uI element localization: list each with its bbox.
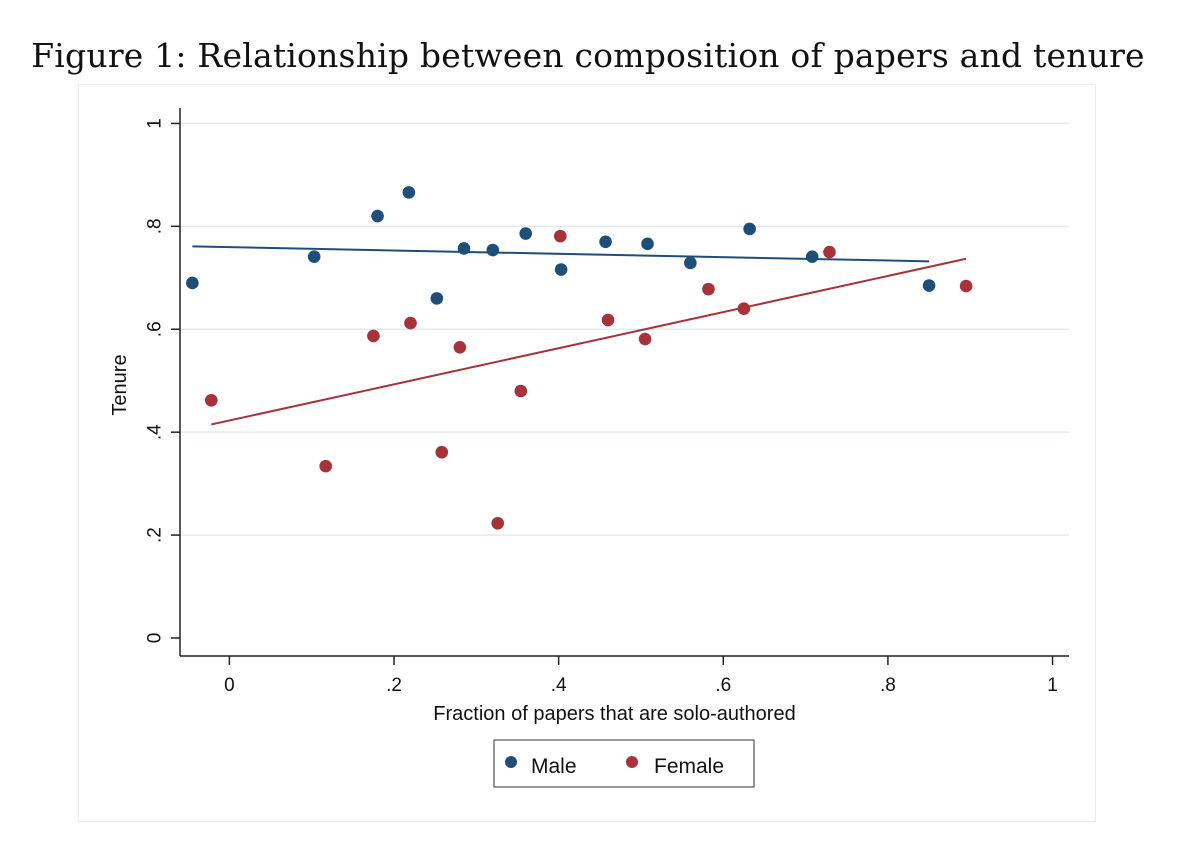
female-point-4 [435,445,449,459]
male-point-1 [307,250,321,264]
female-point-3 [404,316,417,330]
legend-male-marker [505,756,517,768]
female-point-2 [367,329,380,343]
female-point-1 [319,459,332,473]
female-fit-line [211,257,967,426]
data-points [186,186,973,530]
male-point-14 [922,279,936,292]
female-point-7 [514,384,528,398]
x-tick-label-5: 1 [1047,675,1058,696]
female-point-13 [823,245,836,259]
y-tick-label-4: .8 [145,218,166,234]
male-point-3 [402,186,416,199]
male-point-12 [743,222,756,236]
legend-box [493,739,755,788]
legend-male-label: Male [531,755,577,778]
female-point-12 [737,302,751,315]
female-point-8 [553,229,567,243]
male-point-0 [186,276,199,290]
female-point-10 [638,332,652,346]
axes: 0 .2 .4 .6 .8 1 0 .2 .4 .6 .8 1 [145,108,1069,696]
female-point-0 [204,393,218,407]
x-tick-label-2: .4 [551,675,567,696]
fit-lines [192,245,967,426]
y-axis-title: Tenure [109,354,131,415]
y-tick-label-5: 1 [145,118,166,129]
plot-frame [78,84,1096,822]
legend-female-label: Female [654,755,724,778]
y-tick-label-0: 0 [145,633,166,644]
female-point-11 [702,282,715,296]
female-point-14 [959,279,973,293]
male-fit-line [192,245,930,263]
legend-female-marker [626,756,638,768]
male-point-13 [805,250,819,264]
legend: Male Female [493,739,755,788]
male-point-10 [641,237,654,251]
x-tick-label-4: .8 [880,675,896,696]
x-tick-label-1: .2 [386,675,402,696]
male-point-5 [457,242,471,255]
male-point-4 [430,292,444,305]
y-tick-label-3: .6 [145,321,166,337]
female-point-6 [491,516,505,530]
male-point-11 [684,256,697,270]
female-point-9 [601,313,615,327]
male-point-7 [519,227,533,240]
y-tick-label-2: .4 [145,424,166,440]
figure-title: Figure 1: Relationship between compositi… [31,36,1145,75]
gridlines [180,122,1069,536]
x-axis-title: Fraction of papers that are solo-authore… [433,703,795,725]
y-tick-label-1: .2 [145,527,166,543]
male-point-2 [371,209,384,223]
male-point-9 [599,235,612,249]
male-point-6 [486,243,500,257]
x-tick-label-0: 0 [224,675,235,696]
male-point-8 [554,263,568,276]
female-point-5 [453,340,467,354]
x-tick-label-3: .6 [715,675,731,696]
